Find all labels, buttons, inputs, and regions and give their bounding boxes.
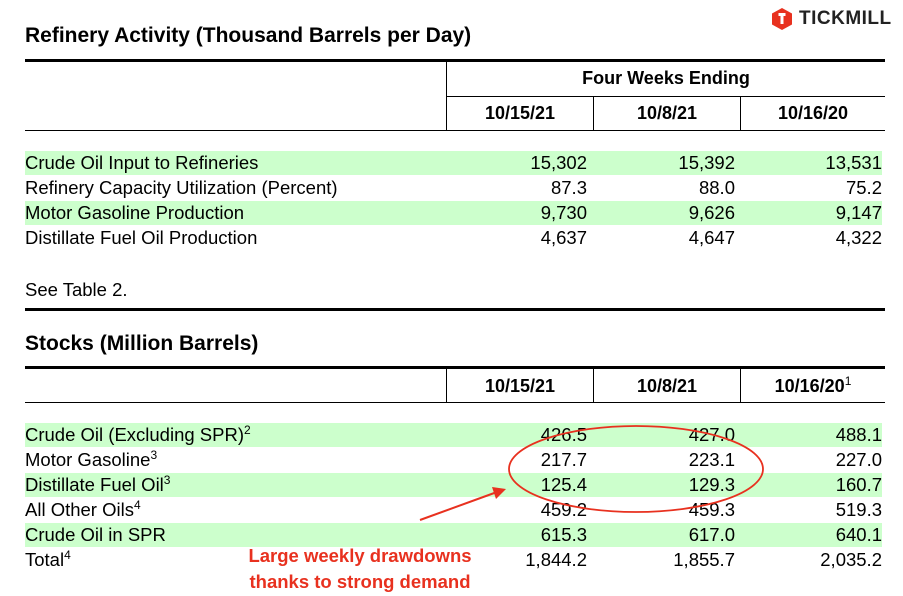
annotation-line: thanks to strong demand xyxy=(249,571,471,592)
stocks-col-header: 10/16/201 xyxy=(741,374,885,397)
cell-value: 160.7 xyxy=(835,474,882,495)
refinery-title: Refinery Activity (Thousand Barrels per … xyxy=(25,24,472,47)
table-row: Refinery Capacity Utilization (Percent) … xyxy=(25,176,882,200)
cell-value: 13,531 xyxy=(825,152,882,173)
cell-value: 227.0 xyxy=(835,449,882,470)
footnote-marker: 3 xyxy=(163,472,171,487)
cell-value: 75.2 xyxy=(845,177,882,198)
refinery-col-divider xyxy=(740,96,741,130)
stocks-col-divider xyxy=(740,368,741,402)
refinery-col-header: 10/8/21 xyxy=(636,103,698,123)
footnote-marker: 3 xyxy=(150,447,158,462)
table-row: Motor Gasoline3 217.7 223.1 227.0 xyxy=(25,448,882,472)
tickmill-logo: TICKMILL xyxy=(771,6,892,32)
refinery-group-rule xyxy=(447,96,885,97)
tickmill-logo-icon xyxy=(772,8,792,30)
row-label-text: Motor Gasoline xyxy=(25,449,151,470)
refinery-header-rule xyxy=(25,130,885,131)
cell-value: 2,035.2 xyxy=(820,549,882,570)
cell-value: 640.1 xyxy=(835,524,882,545)
row-label: Crude Oil (Excluding SPR)2 xyxy=(25,424,251,446)
cell-value: 9,730 xyxy=(540,202,587,223)
cell-value: 459.2 xyxy=(540,499,587,520)
row-label: Motor Gasoline Production xyxy=(25,202,245,223)
stocks-col-header: 10/8/21 xyxy=(594,376,740,397)
cell-value: 217.7 xyxy=(540,449,587,470)
row-label-text: Distillate Fuel Oil xyxy=(25,474,164,495)
cell-value: 4,637 xyxy=(540,227,587,248)
cell-value: 88.0 xyxy=(698,177,735,198)
stocks-header-rule xyxy=(25,402,885,403)
cell-value: 426.5 xyxy=(540,424,587,445)
footnote-marker: 1 xyxy=(844,374,852,388)
cell-value: 459.3 xyxy=(688,499,735,520)
row-label: Crude Oil Input to Refineries xyxy=(25,152,259,173)
row-label: Crude Oil in SPR xyxy=(25,524,166,546)
stocks-col-divider xyxy=(446,368,447,402)
cell-value: 488.1 xyxy=(835,424,882,445)
stocks-header-top-rule xyxy=(25,366,885,369)
footnote-marker: 2 xyxy=(244,422,251,437)
cell-value: 9,626 xyxy=(688,202,735,223)
cell-value: 223.1 xyxy=(688,449,735,470)
cell-value: 4,647 xyxy=(688,227,735,248)
cell-value: 9,147 xyxy=(835,202,882,223)
annotation-line: Large weekly drawdowns xyxy=(248,545,472,566)
cell-value: 87.3 xyxy=(550,177,587,198)
table-row: Motor Gasoline Production 9,730 9,626 9,… xyxy=(25,201,882,225)
cell-value: 15,392 xyxy=(678,152,735,173)
row-label: All Other Oils4 xyxy=(25,499,141,521)
cell-value: 615.3 xyxy=(540,524,587,545)
cell-value: 15,302 xyxy=(530,152,587,173)
footnote-marker: 4 xyxy=(133,497,141,512)
row-label: Total4 xyxy=(25,549,71,571)
stocks-col-header: 10/15/21 xyxy=(447,376,593,397)
row-label: Motor Gasoline3 xyxy=(25,449,157,471)
table-row: All Other Oils4 459.2 459.3 519.3 xyxy=(25,498,882,522)
stocks-top-rule xyxy=(25,308,885,311)
stocks-col-header-text: 10/15/21 xyxy=(484,376,556,396)
refinery-col-header: 10/15/21 xyxy=(484,103,556,123)
row-label-text: Crude Oil (Excluding SPR) xyxy=(25,424,244,445)
cell-value: 4,322 xyxy=(835,227,882,248)
table-row: Distillate Fuel Oil3 125.4 129.3 160.7 xyxy=(25,473,882,497)
row-label: Distillate Fuel Oil3 xyxy=(25,474,170,496)
table-row: Crude Oil in SPR 615.3 617.0 640.1 xyxy=(25,523,882,547)
refinery-group-header: Four Weeks Ending xyxy=(582,68,750,88)
cell-value: 129.3 xyxy=(688,474,735,495)
annotation-text: Large weekly drawdowns thanks to strong … xyxy=(222,543,498,595)
cell-value: 1,855.7 xyxy=(673,549,735,570)
arrow-head-icon xyxy=(492,487,506,499)
row-label: Refinery Capacity Utilization (Percent) xyxy=(25,177,338,198)
cell-value: 125.4 xyxy=(540,474,587,495)
table-row: Distillate Fuel Oil Production 4,637 4,6… xyxy=(25,226,882,250)
row-label: Distillate Fuel Oil Production xyxy=(25,227,258,248)
stocks-col-divider xyxy=(593,368,594,402)
row-label-text: All Other Oils xyxy=(25,499,134,520)
brand-name: TICKMILL xyxy=(799,8,892,29)
highlight-ellipse xyxy=(508,425,764,513)
refinery-col-divider xyxy=(593,96,594,130)
refinery-top-rule xyxy=(25,59,885,62)
refinery-note: See Table 2. xyxy=(25,279,128,300)
table-row: Total4 1,844.2 1,855.7 2,035.2 xyxy=(25,548,882,572)
row-label-text: Total xyxy=(25,549,65,570)
table-row: Crude Oil Input to Refineries 15,302 15,… xyxy=(25,151,882,175)
footnote-marker: 4 xyxy=(64,547,71,562)
stocks-col-header-text: 10/8/21 xyxy=(636,376,698,396)
annotation-arrow xyxy=(419,491,498,521)
cell-value: 617.0 xyxy=(688,524,735,545)
refinery-col-header: 10/16/20 xyxy=(777,103,849,123)
cell-value: 519.3 xyxy=(835,499,882,520)
stocks-col-header-text: 10/16/20 xyxy=(774,376,845,396)
stocks-title: Stocks (Million Barrels) xyxy=(25,332,259,355)
row-label-text: Crude Oil in SPR xyxy=(25,524,166,545)
cell-value: 1,844.2 xyxy=(525,549,587,570)
refinery-header-divider xyxy=(446,61,447,130)
